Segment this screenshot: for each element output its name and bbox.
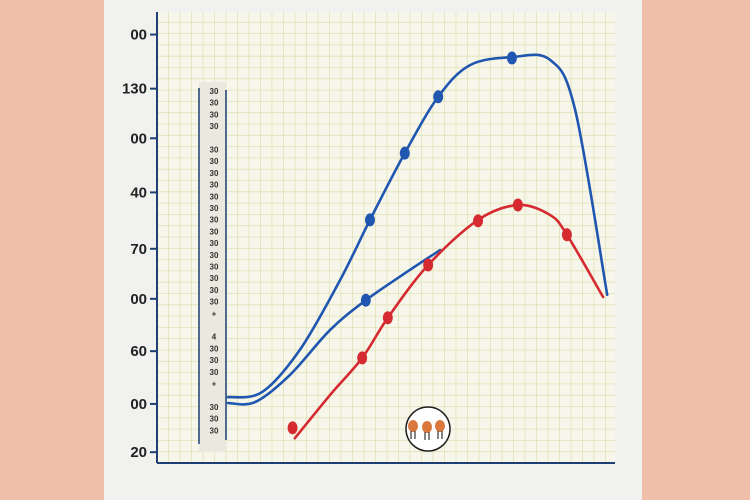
strip-label: 30 bbox=[210, 181, 219, 190]
y-tick-label: 40 bbox=[130, 184, 147, 201]
y-tick-label: 00 bbox=[130, 291, 147, 308]
strip-label: 4 bbox=[212, 333, 217, 342]
y-tick-label: 00 bbox=[130, 27, 147, 44]
strip-label: 30 bbox=[210, 239, 219, 248]
strip-label: 30 bbox=[210, 110, 219, 119]
camel-icon bbox=[435, 420, 445, 432]
y-tick-label: 70 bbox=[130, 241, 147, 258]
strip-label: + bbox=[212, 309, 217, 318]
strip-label: 30 bbox=[210, 415, 219, 424]
y-tick-label: 60 bbox=[130, 343, 147, 360]
strip-label: 30 bbox=[210, 426, 219, 435]
series-line-blue-lower bbox=[226, 248, 442, 406]
y-tick-label: 00 bbox=[130, 396, 147, 413]
series-line-red bbox=[293, 203, 605, 440]
data-point-blue bbox=[506, 51, 517, 65]
data-point-red bbox=[287, 421, 298, 435]
strip-label: 30 bbox=[210, 192, 219, 201]
strip-label: 30 bbox=[210, 403, 219, 412]
camel-icon bbox=[422, 421, 432, 433]
strip-label: 30 bbox=[210, 344, 219, 353]
y-tick-label: 130 bbox=[122, 81, 147, 98]
camel-logo-badge bbox=[405, 406, 451, 452]
series-line-blue bbox=[226, 53, 609, 399]
data-point-red bbox=[423, 258, 434, 272]
strip-label: 30 bbox=[210, 286, 219, 295]
y-tick-label: 20 bbox=[130, 444, 147, 461]
label-strip bbox=[199, 82, 226, 452]
data-point-red bbox=[512, 198, 523, 212]
data-point-red bbox=[561, 228, 572, 242]
strip-label: 30 bbox=[210, 216, 219, 225]
data-point-blue bbox=[433, 90, 444, 104]
strip-label: + bbox=[212, 380, 217, 389]
strip-label: 30 bbox=[210, 99, 219, 108]
strip-label: 30 bbox=[210, 122, 219, 131]
data-point-blue bbox=[399, 146, 410, 160]
strip-label: 30 bbox=[210, 251, 219, 260]
strip-label: 30 bbox=[210, 169, 219, 178]
strip-label: 30 bbox=[210, 204, 219, 213]
strip-label: 30 bbox=[210, 298, 219, 307]
y-tick-label: 00 bbox=[130, 130, 147, 147]
camel-icon bbox=[408, 420, 418, 432]
plot-area bbox=[157, 12, 615, 463]
data-point-blue bbox=[364, 213, 375, 227]
data-point-red bbox=[357, 351, 368, 365]
data-point-red bbox=[473, 214, 484, 228]
strip-label: 30 bbox=[210, 227, 219, 236]
strip-label: 30 bbox=[210, 146, 219, 155]
data-point-red bbox=[382, 311, 393, 325]
strip-label: 30 bbox=[210, 157, 219, 166]
strip-label: 30 bbox=[210, 274, 219, 283]
strip-label: 30 bbox=[210, 356, 219, 365]
strip-label: 30 bbox=[210, 263, 219, 272]
strip-label: 30 bbox=[210, 368, 219, 377]
strip-label: 30 bbox=[210, 87, 219, 96]
